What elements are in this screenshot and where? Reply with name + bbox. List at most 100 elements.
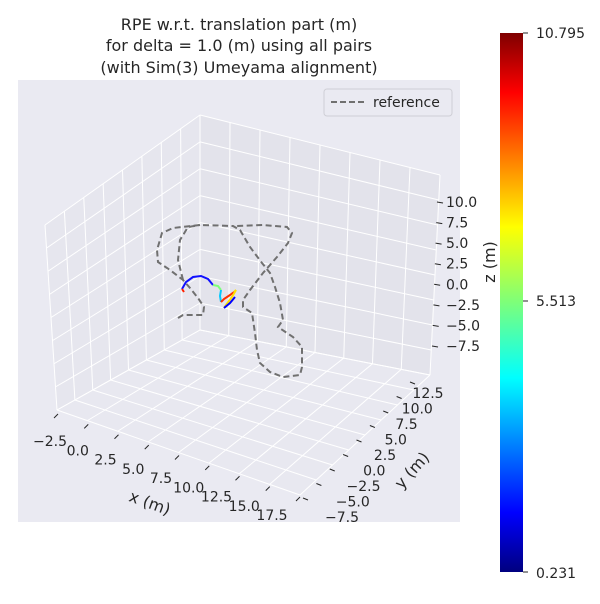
z-tick-label: −2.5 bbox=[446, 298, 480, 314]
grid-line bbox=[46, 141, 201, 249]
grid-line bbox=[238, 363, 373, 475]
grid-line bbox=[55, 302, 201, 388]
y-tick-label-mark bbox=[396, 396, 402, 399]
grid-line bbox=[182, 339, 414, 391]
y-tick-label: 10.0 bbox=[402, 402, 433, 418]
left-pane bbox=[45, 115, 200, 410]
z-tick-label: 5.0 bbox=[446, 236, 468, 252]
trajectory bbox=[155, 223, 303, 379]
colorbar-ticks: 10.795 5.513 0.231 bbox=[523, 26, 585, 582]
z-tick-label: 10.0 bbox=[446, 195, 477, 211]
title-line-1: RPE w.r.t. translation part (m) bbox=[121, 15, 357, 34]
y-axis-ticks: −7.5−5.0−2.50.02.55.07.510.012.5 bbox=[302, 381, 444, 526]
floor-pane bbox=[57, 330, 430, 495]
grid-line bbox=[199, 141, 439, 201]
z-tick-label: 7.5 bbox=[446, 216, 468, 232]
z-tick-label-mark bbox=[432, 324, 439, 327]
reference-trajectory bbox=[155, 223, 303, 379]
reference-trajectory bbox=[176, 224, 201, 281]
z-tick-label: 2.5 bbox=[446, 257, 468, 273]
rpe-colored-segment bbox=[218, 289, 222, 303]
y-tick-label-mark bbox=[356, 439, 362, 443]
x-tick-label: −2.5 bbox=[33, 434, 67, 450]
grid-line bbox=[47, 168, 201, 272]
z-tick-label-mark bbox=[433, 304, 440, 307]
x-tick-label-mark bbox=[235, 475, 240, 481]
z-tick-label: −7.5 bbox=[446, 339, 480, 355]
title-line-3: (with Sim(3) Umeyama alignment) bbox=[100, 58, 377, 77]
grid-line bbox=[299, 374, 431, 496]
z-axis-ticks: 10.0 7.5 5.0 2.5 0.0 −2.5 −5.0 −7.5 bbox=[431, 195, 480, 355]
x-tick-label: 12.5 bbox=[201, 490, 232, 506]
x-tick-label: 17.5 bbox=[256, 508, 287, 524]
grid-line bbox=[269, 368, 402, 485]
y-tick-label-mark bbox=[369, 425, 376, 428]
colorbar-mid-label: 5.513 bbox=[536, 294, 576, 310]
y-tick-label: 7.5 bbox=[395, 417, 417, 433]
rpe-colored-segment bbox=[212, 284, 222, 291]
x-tick-label-mark bbox=[265, 486, 271, 491]
y-tick-label: −2.5 bbox=[347, 479, 381, 495]
z-tick-label-mark bbox=[436, 201, 444, 204]
y-tick-label: 12.5 bbox=[412, 386, 443, 402]
grid-line bbox=[199, 114, 441, 176]
grid-line bbox=[128, 369, 366, 436]
grid-line bbox=[44, 114, 201, 226]
z-axis-label: z (m) bbox=[480, 241, 499, 283]
x-tick-label-mark bbox=[114, 434, 119, 440]
colorbar-min-label: 0.231 bbox=[536, 566, 576, 582]
z-tick-label-mark bbox=[434, 263, 441, 266]
grid-line bbox=[164, 349, 398, 406]
x-tick-label-mark bbox=[204, 465, 210, 471]
grid-line bbox=[56, 329, 201, 411]
x-tick-label-mark bbox=[144, 444, 150, 450]
grid-line bbox=[52, 248, 201, 342]
x-axis-ticks: −2.50.0 2.5 5.0 7.510.012.515.017.5 bbox=[33, 413, 301, 524]
y-tick-label-mark bbox=[329, 468, 335, 472]
z-tick-label: 0.0 bbox=[446, 277, 468, 293]
x-tick-label-mark bbox=[174, 455, 180, 460]
right-pane bbox=[200, 115, 440, 375]
legend: reference bbox=[323, 88, 453, 117]
y-tick-label-mark bbox=[316, 483, 322, 486]
y-tick-label: −7.5 bbox=[325, 510, 359, 526]
x-tick-label: 2.5 bbox=[94, 453, 116, 469]
grid-line bbox=[208, 357, 345, 464]
x-tick-label: 0.0 bbox=[67, 443, 89, 459]
y-tick-label-mark bbox=[342, 454, 349, 457]
legend-box bbox=[323, 88, 453, 117]
x-tick-label-mark bbox=[295, 496, 301, 502]
x-tick-label-mark bbox=[83, 424, 89, 429]
z-tick-label-mark bbox=[435, 242, 442, 245]
z-tick-label-mark bbox=[434, 283, 441, 286]
z-tick-label-mark bbox=[431, 345, 439, 348]
x-tick-label: 15.0 bbox=[229, 499, 260, 515]
grid-line bbox=[199, 329, 431, 376]
x-tick-label-mark bbox=[53, 413, 59, 419]
grid-line bbox=[49, 195, 201, 295]
grid-line bbox=[199, 222, 436, 276]
y-tick-label: −5.0 bbox=[336, 495, 370, 511]
rpe-colored-segment bbox=[223, 296, 236, 309]
title-line-2: for delta = 1.0 (m) using all pairs bbox=[106, 36, 372, 55]
grid-line bbox=[50, 222, 201, 318]
y-tick-label-mark bbox=[409, 381, 416, 385]
grid-line bbox=[199, 275, 433, 326]
y-tick-label-mark bbox=[383, 410, 389, 414]
x-tick-label: 7.5 bbox=[150, 471, 172, 487]
colorbar-max-label: 10.795 bbox=[536, 26, 585, 42]
rpe-colored-segment bbox=[181, 288, 185, 293]
grid-line bbox=[199, 302, 432, 351]
y-tick-label: 2.5 bbox=[374, 448, 396, 464]
rpe-colored-segment bbox=[220, 291, 235, 303]
title: RPE w.r.t. translation part (m) for delt… bbox=[100, 15, 377, 77]
grid-line bbox=[146, 359, 382, 421]
grid-line bbox=[199, 195, 437, 251]
y-tick-label: 0.0 bbox=[363, 464, 385, 480]
z-tick-label: −5.0 bbox=[446, 318, 480, 334]
x-tick-label: 5.0 bbox=[122, 462, 144, 478]
x-tick-label: 10.0 bbox=[173, 480, 204, 496]
rpe-colored-segment bbox=[181, 274, 214, 290]
grid-line bbox=[53, 275, 201, 365]
